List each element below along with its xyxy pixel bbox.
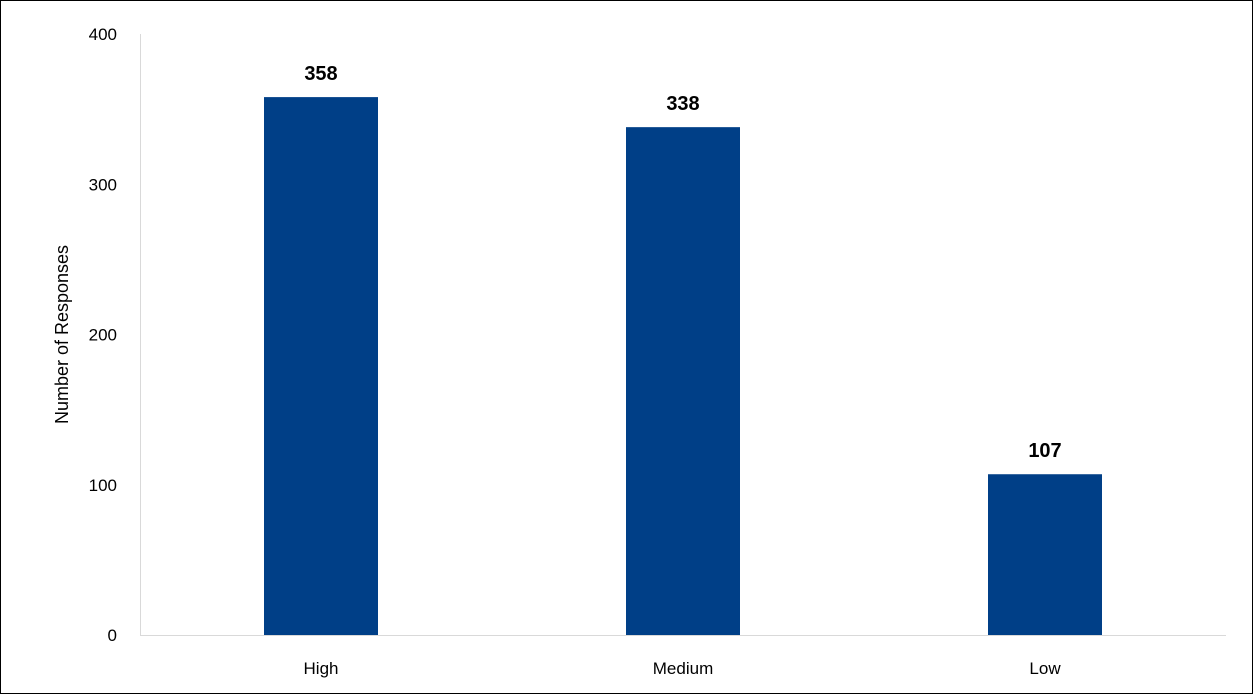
x-tick-label-low: Low — [1029, 659, 1061, 678]
x-tick-label-high: High — [304, 659, 339, 678]
y-axis-ticks: 0 100 200 300 400 — [89, 25, 117, 645]
y-tick-label: 200 — [89, 326, 117, 345]
bars — [264, 97, 1102, 636]
bar-high — [264, 97, 378, 636]
data-labels: 358 338 107 — [304, 63, 1061, 462]
bar-low — [988, 474, 1102, 635]
x-tick-label-medium: Medium — [653, 659, 713, 678]
y-axis-title: Number of Responses — [52, 245, 72, 424]
y-tick-label: 300 — [89, 175, 117, 194]
y-tick-label: 0 — [108, 626, 117, 645]
x-axis-ticks: High Medium Low — [304, 659, 1062, 678]
y-tick-label: 100 — [89, 476, 117, 495]
y-tick-label: 400 — [89, 25, 117, 44]
data-label-low: 107 — [1028, 440, 1061, 462]
bar-medium — [626, 127, 740, 635]
data-label-high: 358 — [304, 63, 337, 85]
data-label-medium: 338 — [666, 93, 699, 115]
